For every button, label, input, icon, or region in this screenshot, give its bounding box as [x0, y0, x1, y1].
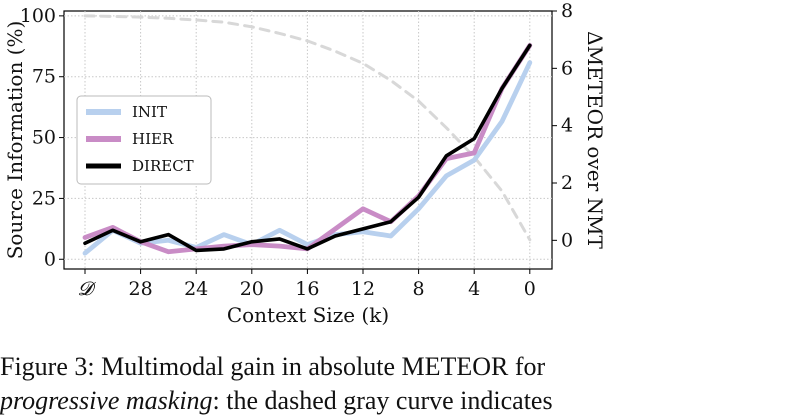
right-tick-label: 2 [561, 172, 573, 194]
right-tick-label: 8 [561, 0, 573, 22]
x-tick-label: 20 [240, 278, 264, 300]
left-tick-label: 100 [20, 5, 56, 27]
series-layer [82, 14, 533, 256]
legend-label: INIT [132, 103, 167, 121]
caption-emphasis: progressive masking [0, 386, 213, 415]
x-axis: 𝓓 28 24 20 16 12 8 4 0 [78, 269, 536, 300]
series-line-init [82, 60, 533, 256]
figure-caption-line2: progressive masking: the dashed gray cur… [0, 384, 800, 418]
left-tick-label: 25 [32, 187, 56, 209]
left-tick-label: 0 [44, 248, 56, 270]
legend-label: HIER [132, 130, 174, 148]
legend: INIT HIER DIRECT [76, 95, 212, 185]
x-tick-label: 4 [468, 278, 480, 300]
left-tick-label: 50 [32, 127, 56, 149]
left-axis-title: Source Information (%) [3, 21, 27, 260]
right-tick-label: 6 [561, 57, 573, 79]
series-line-source-information [83, 14, 532, 242]
legend-box [76, 95, 212, 185]
figure-caption-line1: Figure 3: Multimodal gain in absolute ME… [0, 352, 546, 381]
plot-frame [63, 10, 553, 270]
legend-label: DIRECT [132, 157, 194, 175]
x-tick-label: 12 [351, 278, 375, 300]
x-tick-label: 16 [295, 278, 319, 300]
x-tick-label: 28 [129, 278, 153, 300]
x-axis-title: Context Size (k) [227, 303, 389, 327]
right-tick-label: 0 [561, 229, 573, 251]
left-tick-label: 75 [32, 66, 56, 88]
left-axis: 0 25 50 75 100 [20, 5, 64, 270]
x-tick-label: 8 [413, 278, 425, 300]
x-tick-label: 𝓓 [78, 278, 97, 300]
series-line-direct [83, 43, 532, 253]
caption-rest: : the dashed gray curve indicates [212, 386, 553, 415]
right-axis-title: ΔMETEOR over NMT [583, 31, 607, 249]
x-tick-label: 24 [184, 278, 208, 300]
right-tick-label: 4 [561, 115, 573, 137]
x-tick-label: 0 [524, 278, 536, 300]
right-axis: 0 2 4 6 8 [552, 0, 573, 251]
